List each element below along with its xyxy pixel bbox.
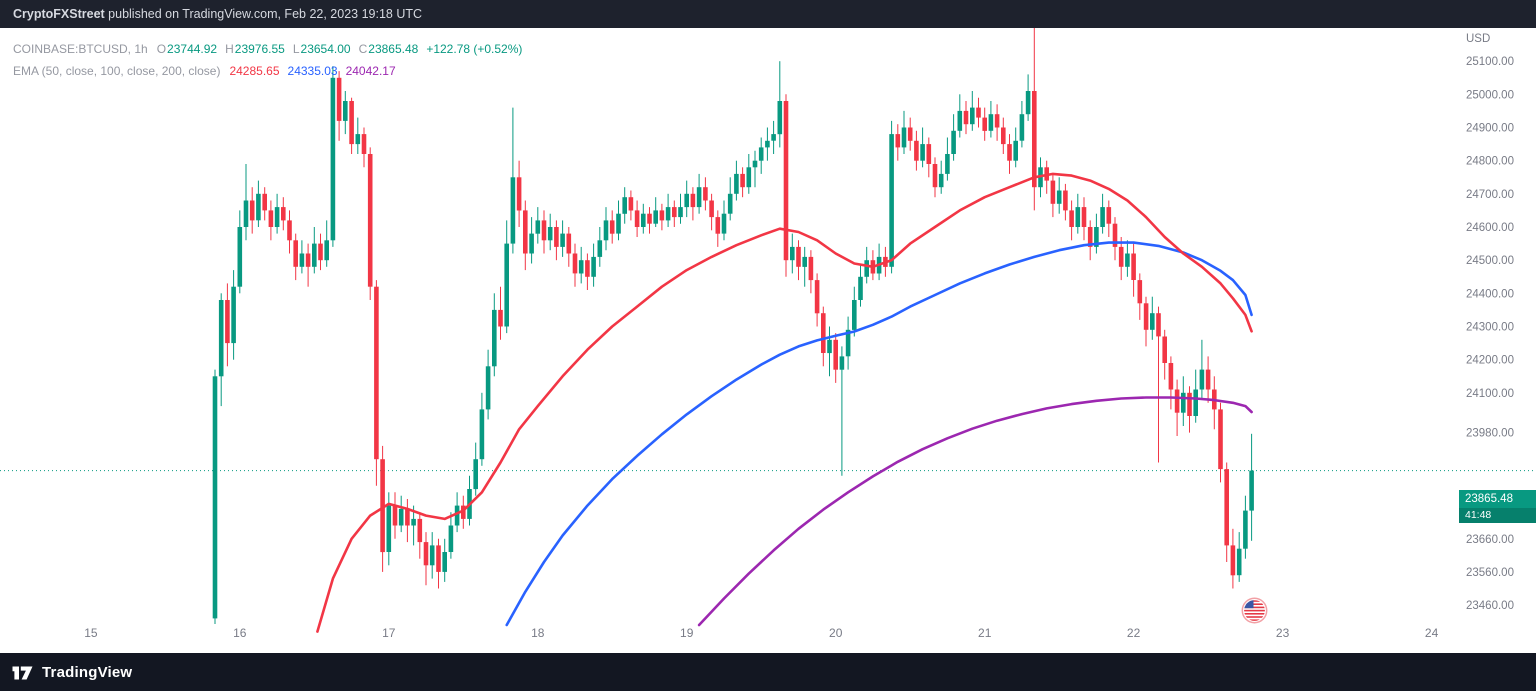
time-axis-label: 20 bbox=[829, 626, 843, 640]
price-axis-label: 24700.00 bbox=[1466, 189, 1514, 201]
price-axis-label: 24900.00 bbox=[1466, 123, 1514, 135]
price-chart[interactable]: USD 25100.00 25000.00 24900.00 24800.00 24700… bbox=[0, 28, 1536, 653]
tradingview-logo[interactable] bbox=[12, 663, 34, 681]
price-axis-label: 23660.00 bbox=[1466, 534, 1514, 546]
time-axis-label: 19 bbox=[680, 626, 694, 640]
price-axis-label: 23980.00 bbox=[1466, 428, 1514, 440]
us-flag-icon bbox=[1241, 597, 1268, 624]
tradingview-brand: TradingView bbox=[42, 663, 133, 681]
price-axis-label: 24800.00 bbox=[1466, 156, 1514, 168]
price-axis-label: 24200.00 bbox=[1466, 355, 1514, 367]
close-value: 23865.48 bbox=[368, 42, 419, 56]
price-axis-label: 24100.00 bbox=[1466, 388, 1514, 400]
open-label: O bbox=[156, 42, 167, 56]
chart-legend: COINBASE:BTCUSD, 1h O23744.92 H23976.55 … bbox=[13, 38, 522, 82]
time-axis-label: 17 bbox=[382, 626, 396, 640]
ema-row: EMA (50, close, 100, close, 200, close) … bbox=[13, 60, 522, 82]
open-value: 23744.92 bbox=[167, 42, 218, 56]
low-value: 23654.00 bbox=[300, 42, 351, 56]
price-axis-label: 24600.00 bbox=[1466, 222, 1514, 234]
ema-label: EMA (50, close, 100, close, 200, close) bbox=[13, 64, 221, 78]
currency-label: USD bbox=[1466, 33, 1490, 45]
time-axis-label: 22 bbox=[1127, 626, 1141, 640]
high-label: H bbox=[225, 42, 234, 56]
attribution-bar: CryptoFXStreet published on TradingView.… bbox=[0, 0, 1536, 28]
change-value: +122.78 (+0.52%) bbox=[426, 42, 523, 56]
ema100-line bbox=[505, 241, 1253, 627]
high-pair: H23976.55 bbox=[225, 42, 285, 56]
time-axis-label: 18 bbox=[531, 626, 545, 640]
time-axis-label: 23 bbox=[1276, 626, 1290, 640]
ema50-line bbox=[316, 172, 1253, 633]
publish-info: published on TradingView.com, Feb 22, 20… bbox=[104, 7, 423, 21]
price-axis-label: 24400.00 bbox=[1466, 288, 1514, 300]
bar-countdown: 41:48 bbox=[1459, 508, 1536, 523]
symbol-ohlc-row: COINBASE:BTCUSD, 1h O23744.92 H23976.55 … bbox=[13, 38, 522, 60]
symbol-title: COINBASE:BTCUSD, 1h bbox=[13, 42, 148, 56]
price-axis[interactable]: USD 25100.00 25000.00 24900.00 24800.00 24700… bbox=[1466, 33, 1514, 612]
ema200-value: 24042.17 bbox=[345, 64, 396, 78]
candles bbox=[212, 28, 1254, 624]
ema50-value: 24285.65 bbox=[229, 64, 280, 78]
price-axis-label: 25000.00 bbox=[1466, 89, 1514, 101]
price-axis-label: 24500.00 bbox=[1466, 255, 1514, 267]
ema200-line bbox=[697, 396, 1253, 627]
time-axis-label: 24 bbox=[1425, 626, 1439, 640]
time-axis[interactable]: 15 16 17 18 19 20 21 22 23 24 bbox=[84, 626, 1438, 640]
low-pair: L23654.00 bbox=[293, 42, 351, 56]
high-value: 23976.55 bbox=[234, 42, 285, 56]
open-pair: O23744.92 bbox=[157, 42, 217, 56]
chart-area[interactable]: USD 25100.00 25000.00 24900.00 24800.00 24700… bbox=[0, 28, 1536, 653]
low-label: L bbox=[292, 42, 300, 56]
close-label: C bbox=[358, 42, 368, 56]
price-axis-label: 25100.00 bbox=[1466, 56, 1514, 68]
tradingview-footer: TradingView bbox=[0, 653, 1536, 691]
last-price-value: 23865.48 bbox=[1465, 493, 1513, 505]
price-axis-label: 24300.00 bbox=[1466, 322, 1514, 334]
time-axis-label: 21 bbox=[978, 626, 992, 640]
time-axis-label: 16 bbox=[233, 626, 247, 640]
publisher-name: CryptoFXStreet bbox=[13, 7, 105, 21]
time-axis-label: 15 bbox=[84, 626, 98, 640]
price-axis-label: 23460.00 bbox=[1466, 600, 1514, 612]
last-price-badge: 23865.48 41:48 bbox=[1459, 490, 1536, 523]
close-pair: C23865.48 bbox=[359, 42, 419, 56]
ema100-value: 24335.03 bbox=[287, 64, 338, 78]
price-axis-label: 23560.00 bbox=[1466, 567, 1514, 579]
